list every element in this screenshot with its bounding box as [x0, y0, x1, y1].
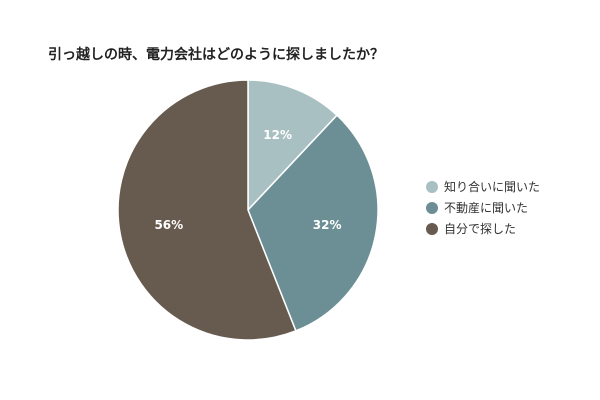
legend-item: 知り合いに聞いた [426, 176, 540, 197]
legend-swatch [426, 180, 438, 193]
legend-swatch [426, 201, 438, 214]
pie-slice [247, 114, 379, 332]
slice-data-label: 32% [313, 218, 342, 232]
legend-label: 知り合いに聞いた [444, 180, 541, 194]
slice-data-label: 12% [263, 128, 292, 142]
pie-slice [247, 79, 339, 212]
pie-slice [117, 79, 297, 341]
legend-label: 不動産に聞いた [444, 201, 529, 215]
legend-swatch [426, 222, 438, 235]
legend-item: 不動産に聞いた [426, 197, 540, 218]
slice-data-label: 56% [154, 218, 183, 232]
chart-title: 引っ越しの時、電力会社はどのように探しましたか？ [48, 47, 384, 63]
legend-item: 自分で探した [426, 218, 540, 239]
legend-label: 自分で探した [444, 222, 517, 236]
legend: 知り合いに聞いた 不動産に聞いた 自分で探した [426, 176, 540, 239]
